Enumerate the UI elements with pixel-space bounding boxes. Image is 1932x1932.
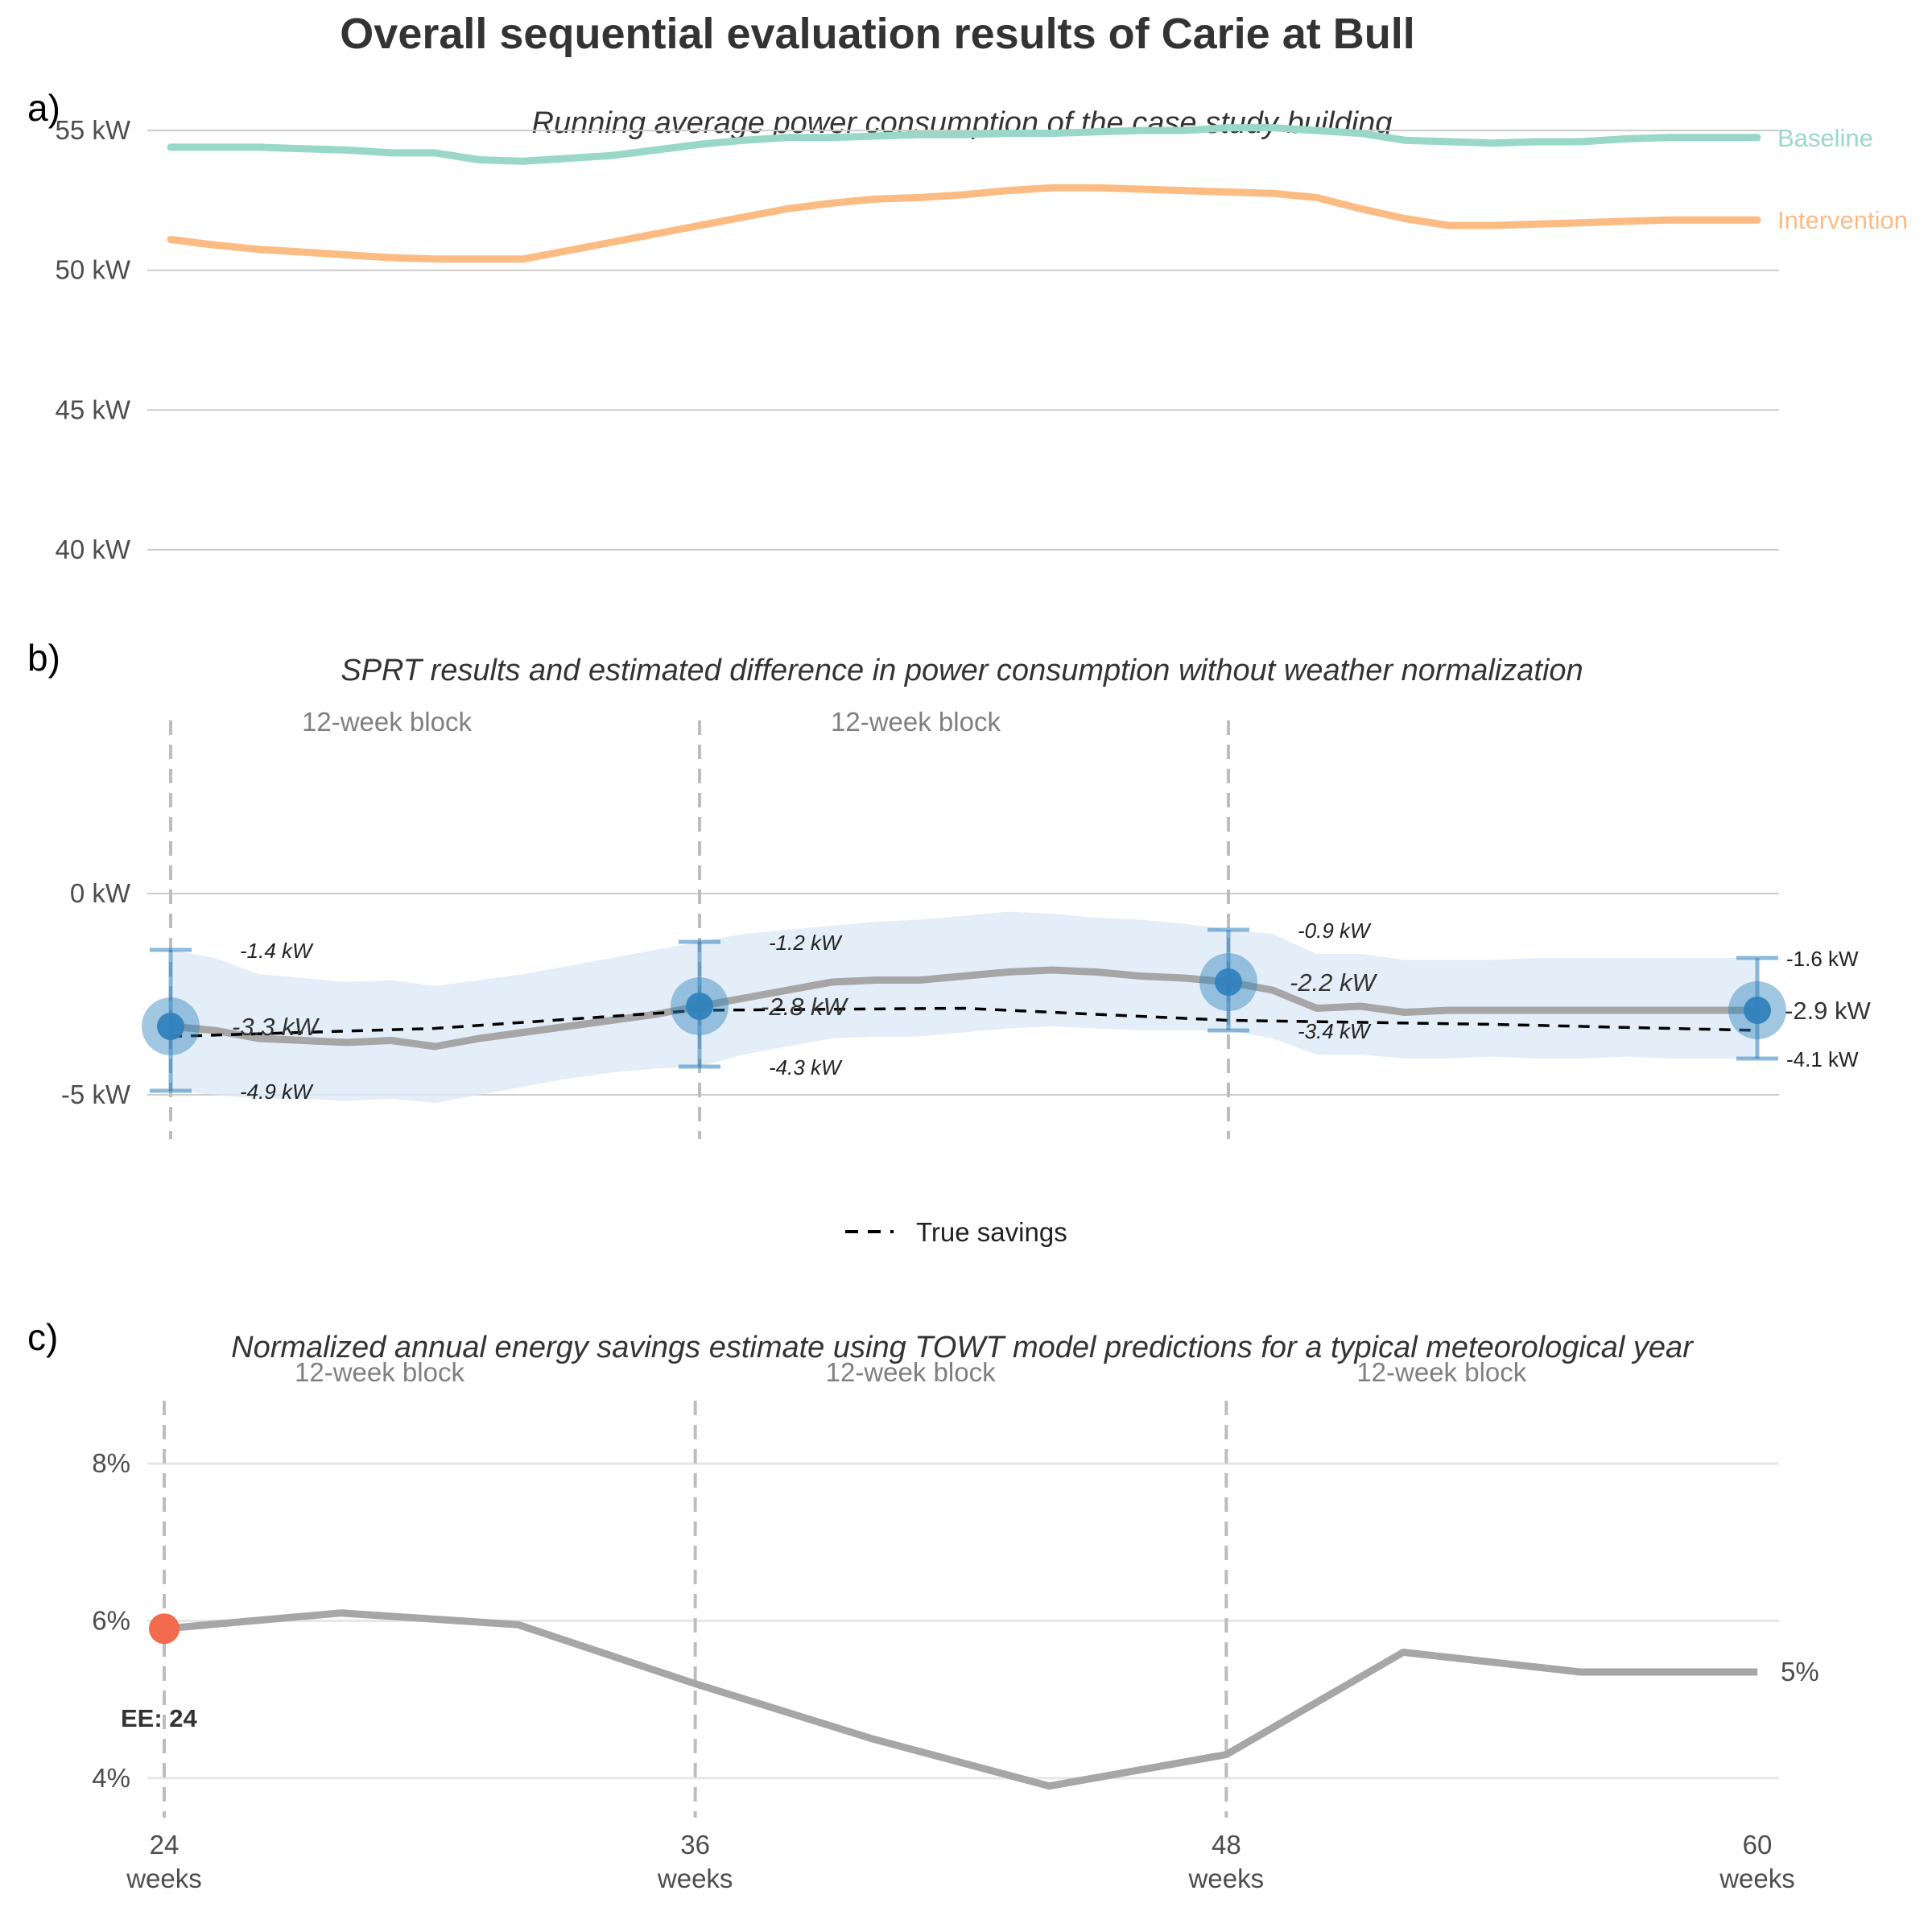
estimate-line [170,966,1757,1051]
block-label: 12-week block [302,707,472,737]
panel-c-tag: c) [27,1316,58,1358]
series-label-intervention: Intervention [1777,206,1908,234]
ci-low-label: -3.4 kW [1298,1019,1372,1043]
true-savings-line [170,1006,1758,1038]
block-label: 12-week block [295,1357,464,1387]
panel-b-tag: b) [27,637,60,679]
panel-a-tag: a) [27,87,60,129]
block-label: 12-week block [1356,1357,1526,1387]
ci-low-label: -4.1 kW [1786,1047,1859,1071]
series-line-baseline [167,124,1761,165]
block-label: 12-week block [826,1357,996,1387]
panel-b-block-lines: 12-week block 12-week block [169,707,1230,1139]
a-ytick-label: 40 kW [55,535,130,564]
panel-a-series: Baseline Intervention [167,124,1908,263]
figure-title: Overall sequential evaluation results of… [340,10,1414,58]
c-xtick-unit: weeks [126,1864,202,1893]
checkpoint-point [1744,997,1771,1024]
legend-true-savings-label: True savings [916,1217,1067,1247]
ci-high-label: -0.9 kW [1298,919,1372,943]
panel-c-lines: 5% EE: 24 [121,1609,1819,1790]
panel-a-gridlines: 40 kW 45 kW 50 kW 55 kW [55,115,1779,564]
a-ytick-label: 45 kW [55,394,130,424]
c-xtick-label: 24 [150,1830,180,1860]
c-xtick-unit: weeks [1188,1864,1265,1893]
b-ytick-label: 0 kW [70,878,131,908]
checkpoint-point [157,1013,184,1040]
ci-low-label: -4.3 kW [769,1055,843,1080]
checkpoint-point [1215,968,1242,996]
panel-c-block-lines: 12-week block 12-week block 12-week block [163,1357,1527,1818]
panel-c: c) Normalized annual energy savings esti… [27,1316,1819,1893]
estimate-label: -2.8 kW [761,993,849,1021]
panel-b-checkpoints: -1.4 kW -4.9 kW -3.3 kW -1.2 kW -4.3 kW -2.8 … [142,919,1872,1104]
c-ytick-label: 8% [92,1448,130,1478]
panel-b-lines [170,966,1758,1051]
panel-c-x-axis: 24 weeks 36 weeks 48 weeks 60 weeks [126,1830,1795,1893]
panel-c-gridlines: 4% 6% 8% [92,1448,1779,1793]
estimate-label: -3.3 kW [232,1013,320,1041]
panel-b: b) SPRT results and estimated difference… [27,637,1872,1247]
c-ytick-label: 6% [92,1605,130,1635]
panel-a: a) Running average power consumption of … [27,87,1908,564]
savings-line [163,1609,1757,1790]
ci-high-label: -1.2 kW [769,931,843,955]
c-xtick-label: 36 [680,1830,710,1860]
a-ytick-label: 55 kW [55,115,130,145]
ci-low-label: -4.9 kW [240,1080,314,1104]
panel-b-subtitle: SPRT results and estimated difference in… [341,654,1583,687]
b-ytick-label: -5 kW [61,1080,131,1109]
panel-b-legend: True savings [845,1217,1067,1247]
c-xtick-label: 60 [1743,1830,1773,1860]
checkpoint-point [686,993,713,1020]
early-end-point [149,1613,180,1645]
early-end-label: EE: 24 [121,1704,198,1732]
series-line-intervention [167,184,1761,263]
c-ytick-label: 4% [92,1763,130,1793]
c-xtick-unit: weeks [657,1864,733,1893]
c-xtick-label: 48 [1212,1830,1241,1860]
block-label: 12-week block [831,707,1001,737]
savings-end-label: 5% [1781,1657,1819,1686]
estimate-label: -2.2 kW [1290,968,1378,997]
panel-c-subtitle: Normalized annual energy savings estimat… [231,1331,1694,1364]
ci-high-label: -1.6 kW [1786,947,1859,971]
a-ytick-label: 50 kW [55,255,130,285]
ci-high-label: -1.4 kW [240,939,314,963]
estimate-label: -2.9 kW [1785,997,1872,1025]
c-xtick-unit: weeks [1719,1864,1795,1893]
series-label-baseline: Baseline [1777,124,1873,152]
